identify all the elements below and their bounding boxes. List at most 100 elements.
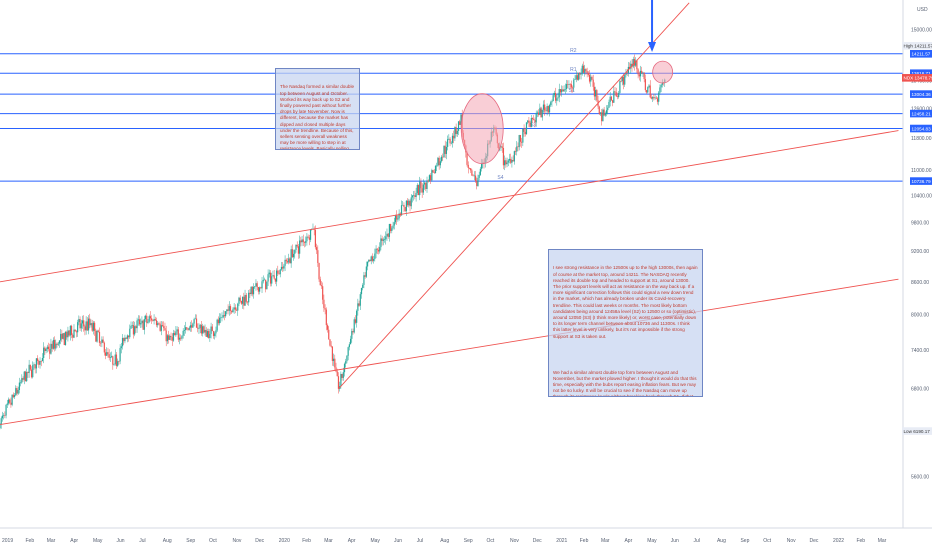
candle-body	[23, 371, 25, 380]
candle-body	[289, 258, 291, 264]
candle-body	[371, 256, 374, 261]
candle-body	[408, 200, 410, 206]
candle-body	[450, 142, 452, 144]
candle-body	[340, 373, 342, 387]
candle-body	[593, 86, 596, 97]
level-tag-s4: S4	[497, 175, 503, 181]
candle-body	[542, 104, 545, 110]
candle-body	[642, 72, 644, 74]
candle-body	[135, 326, 137, 329]
candle-body	[595, 90, 597, 97]
trendline-channel-lower[interactable]	[0, 278, 899, 425]
candle-body	[394, 215, 397, 223]
candle-body	[387, 233, 389, 237]
candle-body	[328, 329, 330, 340]
time-axis[interactable]: 2019 Feb Mar Apr May Jun Jul Aug Sep Oct Nov Dec 202…	[0, 527, 932, 544]
candle-body	[536, 112, 539, 114]
candle-body	[632, 58, 634, 67]
candle-body	[383, 239, 386, 240]
candle-body	[4, 415, 6, 416]
candle-body	[39, 361, 41, 365]
candle-body	[421, 188, 423, 193]
highlight-circle-1[interactable]	[460, 93, 504, 165]
candle-body	[149, 316, 152, 319]
note-left[interactable]: The Nasdaq formed a similar double top b…	[275, 68, 360, 150]
candle-body	[0, 424, 1, 429]
candle-body	[410, 197, 412, 207]
candle-body	[535, 112, 537, 123]
candle-body	[87, 318, 90, 331]
candle-body	[419, 181, 421, 196]
candle-body	[302, 239, 304, 243]
price-label-high[interactable]: High 14211.57	[902, 42, 932, 50]
candle-body	[299, 240, 301, 254]
time-tick-label: 2020	[279, 538, 290, 544]
candle-body	[51, 343, 53, 349]
candle-body	[398, 213, 400, 219]
candle-body	[55, 343, 57, 349]
time-tick-label: Dec	[809, 538, 818, 544]
candle-body	[223, 315, 226, 317]
candle-body	[66, 331, 68, 338]
candle-body	[197, 327, 199, 329]
time-tick-label: Feb	[26, 538, 35, 544]
price-tick-label: 9200.00	[911, 249, 929, 255]
candle-body	[199, 324, 201, 329]
price-label-low[interactable]: Low 6190.17	[902, 427, 932, 435]
price-label-level[interactable]: 13004.36	[910, 90, 932, 98]
candle-body	[295, 244, 297, 251]
candle-body	[625, 72, 627, 76]
candle-body	[291, 249, 293, 258]
candle-body	[379, 247, 381, 252]
candle-body	[453, 135, 455, 139]
candle-body	[530, 118, 532, 127]
candle-body	[592, 79, 594, 87]
highlight-circle-2[interactable]	[652, 60, 674, 84]
price-label-level[interactable]: 13616.71	[910, 69, 932, 78]
candle-body	[319, 279, 321, 286]
price-label-level[interactable]: 12458.21	[910, 109, 932, 118]
candle-body	[172, 332, 175, 341]
candle-body	[369, 259, 371, 262]
candle-body	[280, 266, 283, 270]
candle-body	[563, 89, 565, 92]
price-label-level[interactable]: 14211.57	[910, 50, 932, 58]
candle-body	[257, 287, 259, 292]
candle-body	[511, 160, 513, 163]
candle-body	[67, 330, 69, 338]
candle-body	[574, 79, 576, 80]
candle-body	[468, 168, 471, 169]
candle-body	[129, 328, 131, 338]
candle-body	[527, 120, 529, 123]
price-label-level[interactable]: 12054.83	[910, 124, 932, 133]
note-right[interactable]: I see strong resistance in the 12500s up…	[548, 249, 703, 397]
price-axis[interactable]: USD15000.0014200.0013400.0012600.0011800…	[902, 0, 932, 528]
candle-body	[455, 127, 457, 134]
candle-body	[83, 320, 85, 327]
candle-body	[613, 91, 615, 103]
candle-body	[185, 327, 187, 331]
candle-body	[365, 266, 367, 277]
arrow-head[interactable]	[648, 42, 657, 52]
candle-body	[539, 108, 541, 115]
price-label-level[interactable]: 10736.79	[910, 177, 932, 185]
candle-body	[608, 101, 610, 108]
candle-body	[146, 315, 148, 323]
trendline-channel-upper[interactable]	[0, 130, 899, 283]
price-label-ndx[interactable]: NDX 13478.79	[902, 74, 932, 82]
candle-body	[630, 63, 632, 69]
candle-body	[437, 157, 439, 166]
candle-body	[47, 346, 50, 350]
candle-body	[428, 175, 431, 182]
candle-body	[215, 330, 217, 334]
candle-body	[554, 92, 557, 101]
candle-body	[635, 60, 637, 66]
candle-body	[191, 325, 193, 328]
time-tick-label: Oct	[209, 538, 217, 544]
price-tick-label: 5600.00	[911, 475, 929, 481]
candle-body	[454, 127, 456, 139]
candle-body	[444, 145, 446, 154]
candle-body	[573, 79, 575, 88]
candle-body	[259, 287, 261, 292]
